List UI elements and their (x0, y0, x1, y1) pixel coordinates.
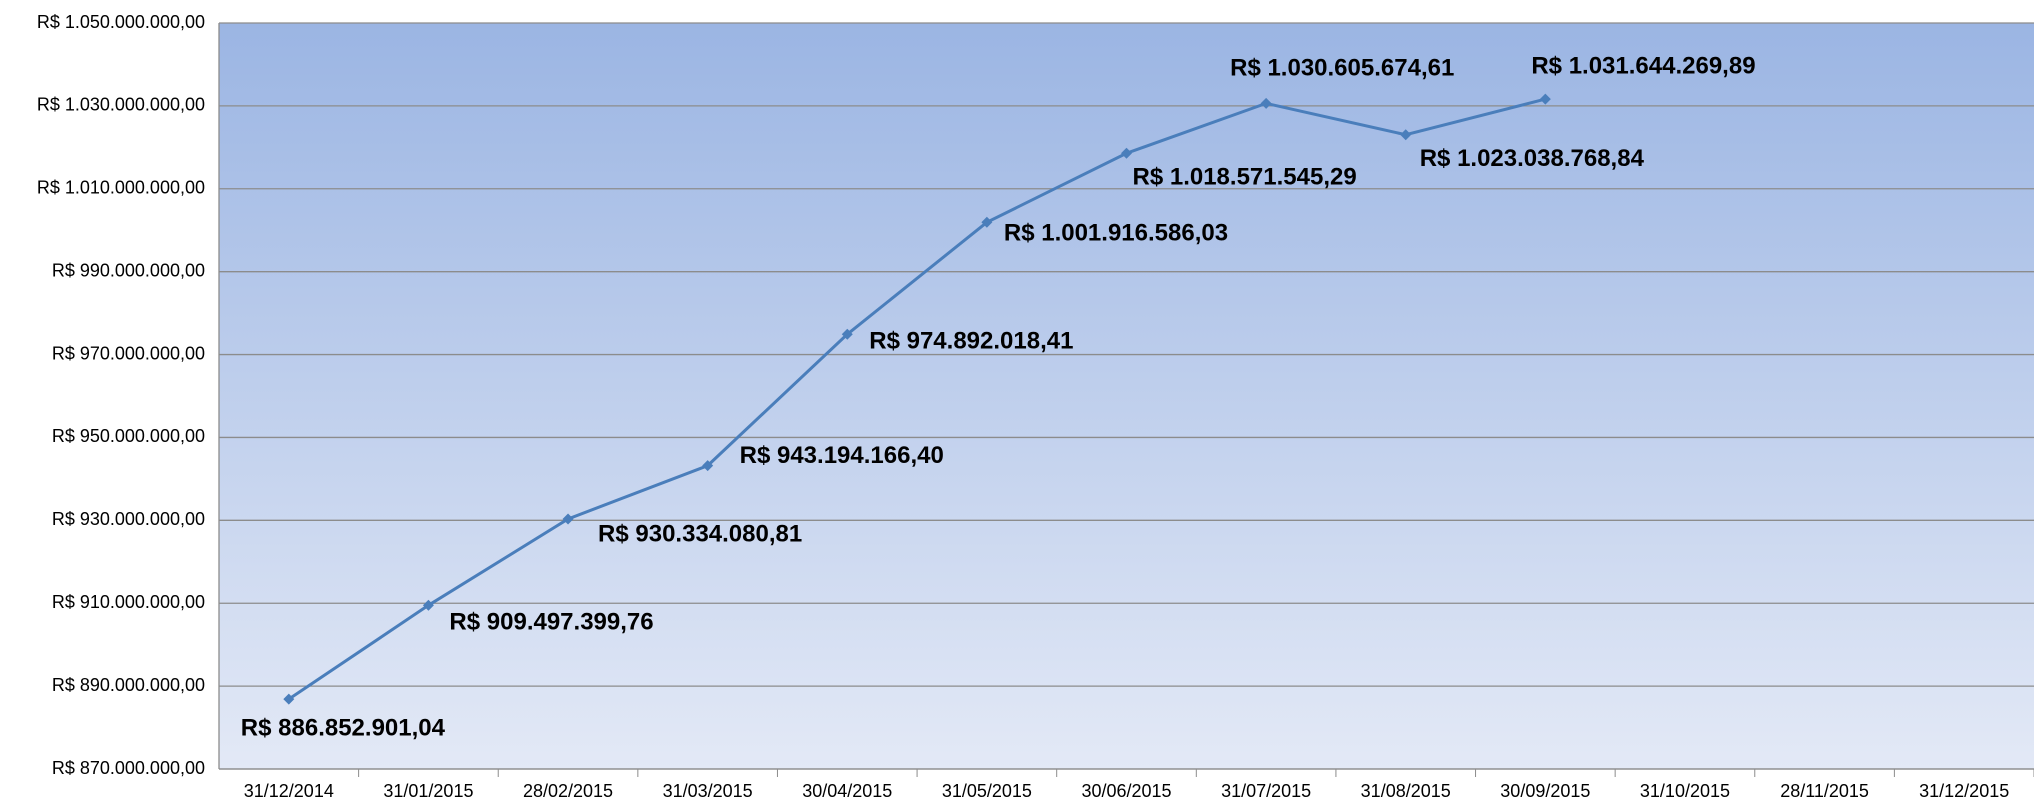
y-tick-label: R$ 1.050.000.000,00 (37, 12, 205, 32)
y-tick-label: R$ 890.000.000,00 (52, 675, 205, 695)
x-tick-label: 31/12/2015 (1919, 781, 2009, 801)
data-label: R$ 1.023.038.768,84 (1420, 145, 1645, 172)
data-label: R$ 943.194.166,40 (740, 442, 944, 469)
data-label: R$ 974.892.018,41 (869, 328, 1073, 355)
data-label: R$ 1.001.916.586,03 (1004, 220, 1228, 247)
y-tick-label: R$ 970.000.000,00 (52, 343, 205, 363)
marker (1121, 147, 1132, 159)
x-tick-label: 31/12/2014 (244, 781, 334, 801)
y-tick-label: R$ 910.000.000,00 (52, 592, 205, 612)
marker (981, 216, 993, 228)
data-label: R$ 930.334.080,81 (598, 520, 802, 547)
x-tick-label: 31/03/2015 (663, 781, 753, 801)
x-tick-label: 31/05/2015 (942, 781, 1032, 801)
data-label: R$ 909.497.399,76 (449, 609, 653, 636)
data-label: R$ 1.018.571.545,29 (1133, 164, 1357, 191)
line (287, 97, 1546, 701)
data-label: R$ 886.852.901,04 (241, 714, 446, 741)
y-tick-label: R$ 990.000.000,00 (52, 260, 205, 280)
x-tick-label: 28/11/2015 (1780, 781, 1869, 801)
marker (1539, 93, 1551, 105)
data-label: R$ 1.031.644.269,89 (1531, 52, 1755, 79)
y-tick-label: R$ 870.000.000,00 (52, 758, 205, 778)
x-tick-label: 31/08/2015 (1361, 781, 1451, 801)
x-tick-label: 31/01/2015 (383, 781, 473, 801)
y-tick-label: R$ 1.030.000.000,00 (37, 95, 205, 115)
x-tick-label: 31/10/2015 (1640, 781, 1730, 801)
marker (1400, 129, 1412, 141)
x-tick-label: 30/09/2015 (1500, 781, 1590, 801)
y-tick-label: R$ 950.000.000,00 (52, 426, 205, 446)
marker (422, 599, 434, 611)
x-tick-label: 28/02/2015 (523, 781, 613, 801)
marker (702, 460, 714, 472)
plot-area (219, 23, 2034, 769)
data-label: R$ 1.030.605.674,61 (1230, 55, 1454, 82)
marker (562, 513, 574, 525)
x-tick-label: 30/04/2015 (802, 781, 892, 801)
x-tick-label: 31/07/2015 (1221, 781, 1311, 801)
marker (841, 328, 853, 340)
y-tick-label: R$ 1.010.000.000,00 (37, 178, 205, 198)
y-tick-label: R$ 930.000.000,00 (52, 509, 205, 529)
marker (283, 693, 295, 705)
marker (1260, 97, 1272, 109)
x-tick-label: 30/06/2015 (1081, 781, 1171, 801)
